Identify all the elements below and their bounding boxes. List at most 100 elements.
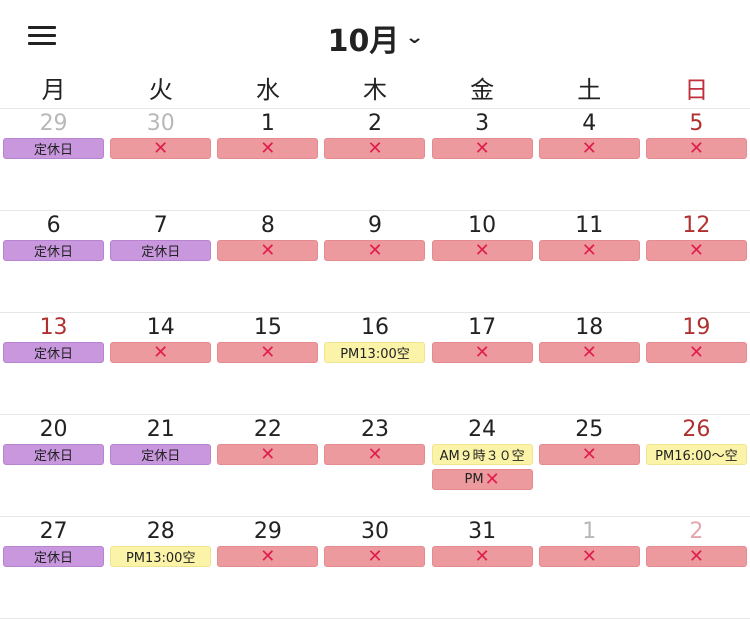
weekday-label: 火 bbox=[148, 76, 173, 104]
calendar-day-cell[interactable]: 7 定休日 bbox=[107, 211, 214, 312]
fully-booked-badge[interactable]: ✕ bbox=[538, 240, 640, 261]
calendar-day-cell[interactable]: 6 定休日 bbox=[0, 211, 107, 312]
calendar-day-cell[interactable]: 17 ✕ bbox=[429, 313, 536, 414]
availability-badge[interactable]: PM13:00空 bbox=[324, 342, 426, 363]
closed-day-badge[interactable]: 定休日 bbox=[3, 444, 105, 465]
calendar-day-cell[interactable]: 30 ✕ bbox=[107, 109, 214, 210]
fully-booked-badge[interactable]: ✕ bbox=[645, 546, 747, 567]
fully-booked-badge[interactable]: ✕ bbox=[538, 546, 640, 567]
calendar-day-cell[interactable]: 18 ✕ bbox=[536, 313, 643, 414]
fully-booked-badge[interactable]: ✕ bbox=[324, 444, 426, 465]
day-number: 25 bbox=[575, 417, 604, 442]
fully-booked-badge[interactable]: ✕ bbox=[431, 138, 533, 159]
calendar-day-cell[interactable]: 8 ✕ bbox=[214, 211, 321, 312]
calendar-day-cell[interactable]: 30 ✕ bbox=[321, 517, 428, 618]
fully-booked-badge[interactable]: ✕ bbox=[324, 240, 426, 261]
calendar-day-cell[interactable]: 21 定休日 bbox=[107, 415, 214, 516]
closed-day-badge[interactable]: 定休日 bbox=[3, 342, 105, 363]
day-number: 3 bbox=[475, 111, 490, 136]
fully-booked-badge[interactable]: ✕ bbox=[110, 138, 212, 159]
day-number: 12 bbox=[682, 213, 711, 238]
calendar-day-cell[interactable]: 19 ✕ bbox=[643, 313, 750, 414]
fully-booked-badge[interactable]: ✕ bbox=[217, 138, 319, 159]
closed-day-badge[interactable]: 定休日 bbox=[110, 240, 212, 261]
day-number: 20 bbox=[39, 417, 68, 442]
calendar-day-cell[interactable]: 25 ✕ bbox=[536, 415, 643, 516]
fully-booked-badge[interactable]: ✕ bbox=[110, 342, 212, 363]
fully-booked-badge[interactable]: ✕ bbox=[217, 240, 319, 261]
availability-badge[interactable]: PM13:00空 bbox=[110, 546, 212, 567]
closed-day-badge[interactable]: 定休日 bbox=[110, 444, 212, 465]
availability-badge[interactable]: AM９時３０空 bbox=[431, 444, 533, 465]
day-number: 30 bbox=[146, 111, 175, 136]
month-selector[interactable]: 10月 ⌄ bbox=[0, 16, 750, 60]
day-number: 10 bbox=[468, 213, 497, 238]
day-number: 17 bbox=[468, 315, 497, 340]
closed-day-badge[interactable]: 定休日 bbox=[3, 546, 105, 567]
calendar-day-cell[interactable]: 26 PM16:00〜空 bbox=[643, 415, 750, 516]
day-number: 27 bbox=[39, 519, 68, 544]
calendar-day-cell[interactable]: 28 PM13:00空 bbox=[107, 517, 214, 618]
fully-booked-badge[interactable]: ✕ bbox=[538, 444, 640, 465]
pm-booked-badge[interactable]: PM ✕ bbox=[431, 469, 533, 490]
calendar-week-row: 6 定休日 7 定休日 8 ✕ 9 ✕ 10 ✕ 11 ✕ 12 ✕ bbox=[0, 211, 750, 313]
weekday-label: 金 bbox=[470, 76, 495, 104]
calendar-day-cell[interactable]: 4 ✕ bbox=[536, 109, 643, 210]
calendar-day-cell[interactable]: 22 ✕ bbox=[214, 415, 321, 516]
day-number: 19 bbox=[682, 315, 711, 340]
fully-booked-badge[interactable]: ✕ bbox=[431, 342, 533, 363]
day-number: 2 bbox=[367, 111, 382, 136]
calendar-day-cell[interactable]: 2 ✕ bbox=[321, 109, 428, 210]
calendar-day-cell[interactable]: 29 定休日 bbox=[0, 109, 107, 210]
calendar-day-cell[interactable]: 9 ✕ bbox=[321, 211, 428, 312]
day-number: 18 bbox=[575, 315, 604, 340]
weekday-label: 水 bbox=[255, 76, 280, 104]
calendar-day-cell[interactable]: 3 ✕ bbox=[429, 109, 536, 210]
calendar-day-cell[interactable]: 5 ✕ bbox=[643, 109, 750, 210]
calendar-day-cell[interactable]: 2 ✕ bbox=[643, 517, 750, 618]
calendar-day-cell[interactable]: 10 ✕ bbox=[429, 211, 536, 312]
calendar-day-cell[interactable]: 29 ✕ bbox=[214, 517, 321, 618]
fully-booked-badge[interactable]: ✕ bbox=[538, 342, 640, 363]
fully-booked-badge[interactable]: ✕ bbox=[431, 240, 533, 261]
calendar-day-cell[interactable]: 1 ✕ bbox=[536, 517, 643, 618]
day-number: 7 bbox=[153, 213, 168, 238]
fully-booked-badge[interactable]: ✕ bbox=[538, 138, 640, 159]
day-number: 26 bbox=[682, 417, 711, 442]
calendar-day-cell[interactable]: 16 PM13:00空 bbox=[321, 313, 428, 414]
fully-booked-badge[interactable]: ✕ bbox=[324, 546, 426, 567]
calendar-day-cell[interactable]: 12 ✕ bbox=[643, 211, 750, 312]
closed-day-badge[interactable]: 定休日 bbox=[3, 138, 105, 159]
calendar-week-row: 27 定休日 28 PM13:00空 29 ✕ 30 ✕ 31 ✕ 1 ✕ 2 ✕ bbox=[0, 517, 750, 619]
day-number: 29 bbox=[39, 111, 68, 136]
day-number: 11 bbox=[575, 213, 604, 238]
hamburger-menu-icon[interactable] bbox=[28, 26, 58, 50]
availability-badge[interactable]: PM16:00〜空 bbox=[645, 444, 747, 465]
fully-booked-badge[interactable]: ✕ bbox=[324, 138, 426, 159]
fully-booked-badge[interactable]: ✕ bbox=[217, 546, 319, 567]
calendar-day-cell[interactable]: 14 ✕ bbox=[107, 313, 214, 414]
calendar-day-cell[interactable]: 31 ✕ bbox=[429, 517, 536, 618]
fully-booked-badge[interactable]: ✕ bbox=[645, 240, 747, 261]
calendar-day-cell[interactable]: 1 ✕ bbox=[214, 109, 321, 210]
calendar-day-cell[interactable]: 15 ✕ bbox=[214, 313, 321, 414]
calendar-day-cell[interactable]: 11 ✕ bbox=[536, 211, 643, 312]
day-number: 4 bbox=[582, 111, 597, 136]
day-number: 28 bbox=[146, 519, 175, 544]
closed-day-badge[interactable]: 定休日 bbox=[3, 240, 105, 261]
weekday-label-sunday: 日 bbox=[684, 76, 709, 104]
fully-booked-badge[interactable]: ✕ bbox=[431, 546, 533, 567]
badge-label: PM bbox=[464, 472, 484, 487]
fully-booked-badge[interactable]: ✕ bbox=[645, 342, 747, 363]
day-number: 1 bbox=[260, 111, 275, 136]
calendar-day-cell[interactable]: 13 定休日 bbox=[0, 313, 107, 414]
fully-booked-badge[interactable]: ✕ bbox=[645, 138, 747, 159]
calendar-day-cell[interactable]: 20 定休日 bbox=[0, 415, 107, 516]
calendar-day-cell[interactable]: 27 定休日 bbox=[0, 517, 107, 618]
fully-booked-badge[interactable]: ✕ bbox=[217, 444, 319, 465]
day-number: 22 bbox=[253, 417, 282, 442]
calendar-day-cell[interactable]: 23 ✕ bbox=[321, 415, 428, 516]
day-number: 31 bbox=[468, 519, 497, 544]
calendar-day-cell[interactable]: 24 AM９時３０空 PM ✕ bbox=[429, 415, 536, 516]
fully-booked-badge[interactable]: ✕ bbox=[217, 342, 319, 363]
